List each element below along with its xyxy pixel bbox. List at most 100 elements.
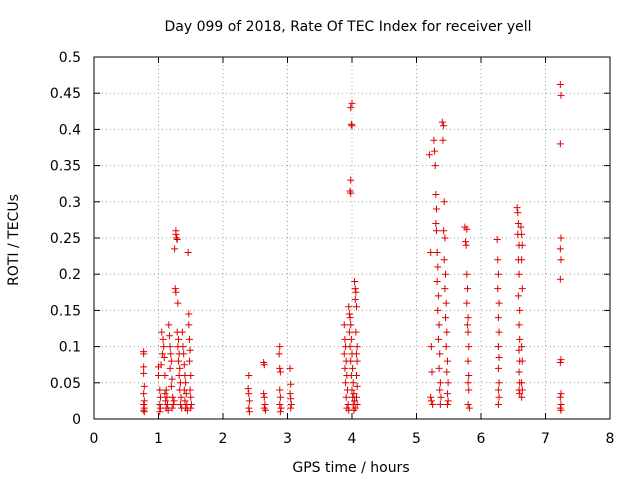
data-point (427, 393, 435, 401)
data-point (340, 350, 348, 358)
data-point (171, 285, 179, 293)
axis-ticks (93, 56, 611, 420)
data-point (436, 350, 444, 358)
data-point (349, 364, 357, 372)
data-point (434, 306, 442, 314)
data-point (187, 401, 195, 409)
data-point (518, 386, 526, 394)
data-point (245, 372, 253, 380)
data-point (514, 292, 522, 300)
data-point (444, 379, 452, 387)
data-point (557, 91, 565, 99)
data-point (342, 379, 350, 387)
data-point (518, 285, 526, 293)
data-point (427, 397, 435, 405)
data-point (432, 220, 440, 228)
data-point (260, 393, 268, 401)
data-point (347, 335, 355, 343)
data-point (353, 401, 361, 409)
data-point (495, 353, 503, 361)
data-point (495, 328, 503, 336)
data-point (353, 343, 361, 351)
data-point (156, 401, 164, 409)
data-point (173, 234, 181, 242)
data-point (443, 328, 451, 336)
data-point (350, 406, 358, 414)
y-tick-label: 0.45 (50, 86, 81, 102)
y-tick-label: 0.35 (50, 159, 81, 175)
data-point (518, 379, 526, 387)
data-point (430, 136, 438, 144)
data-point (495, 379, 503, 387)
data-point (434, 292, 442, 300)
data-point (166, 364, 174, 372)
x-tick-label: 6 (477, 431, 486, 447)
y-tick-label: 0 (72, 412, 81, 428)
data-point (140, 369, 148, 377)
data-point (442, 343, 450, 351)
data-point (434, 263, 442, 271)
y-tick-label: 0.15 (50, 303, 81, 319)
data-point (276, 386, 284, 394)
data-point (140, 406, 148, 414)
y-tick-label: 0.25 (50, 231, 81, 247)
data-point (463, 225, 471, 233)
data-point (185, 310, 193, 318)
data-point (165, 332, 173, 340)
data-point (161, 372, 169, 380)
x-tick-label: 7 (541, 431, 550, 447)
data-point (462, 241, 470, 249)
data-point (140, 397, 148, 405)
data-point (185, 335, 193, 343)
data-point (347, 120, 355, 128)
data-point (513, 204, 521, 212)
data-point (340, 321, 348, 329)
data-point (557, 256, 565, 264)
data-point (353, 393, 361, 401)
data-point (427, 248, 435, 256)
data-point (167, 357, 175, 365)
data-point (348, 386, 356, 394)
data-point (168, 375, 176, 383)
data-point (556, 81, 564, 89)
data-point (442, 270, 450, 278)
data-point (347, 357, 355, 365)
data-point (464, 357, 472, 365)
data-point (276, 343, 284, 351)
y-tick-label: 0.1 (59, 340, 81, 356)
data-point (436, 401, 444, 409)
data-point (493, 235, 501, 243)
data-point (170, 397, 178, 405)
data-point (352, 288, 360, 296)
data-point (245, 397, 253, 405)
data-point (429, 401, 437, 409)
data-point (494, 270, 502, 278)
data-point (262, 406, 270, 414)
data-point (427, 343, 435, 351)
data-point (186, 386, 194, 394)
data-point (465, 343, 473, 351)
data-point (440, 227, 448, 235)
data-point (348, 122, 356, 130)
data-point (347, 104, 355, 112)
data-point (161, 390, 169, 398)
data-point (347, 189, 355, 197)
x-tick-label: 1 (154, 431, 163, 447)
data-point (435, 364, 443, 372)
data-point (351, 277, 359, 285)
data-point (432, 227, 440, 235)
data-point (187, 404, 195, 412)
data-point (515, 321, 523, 329)
data-point (179, 343, 187, 351)
data-point (162, 386, 170, 394)
data-point (245, 408, 253, 416)
data-point (185, 357, 193, 365)
data-point (494, 386, 502, 394)
data-point (277, 404, 285, 412)
data-point (494, 314, 502, 322)
data-point (346, 343, 354, 351)
data-point (514, 220, 522, 228)
data-point (156, 386, 164, 394)
data-point (353, 350, 361, 358)
